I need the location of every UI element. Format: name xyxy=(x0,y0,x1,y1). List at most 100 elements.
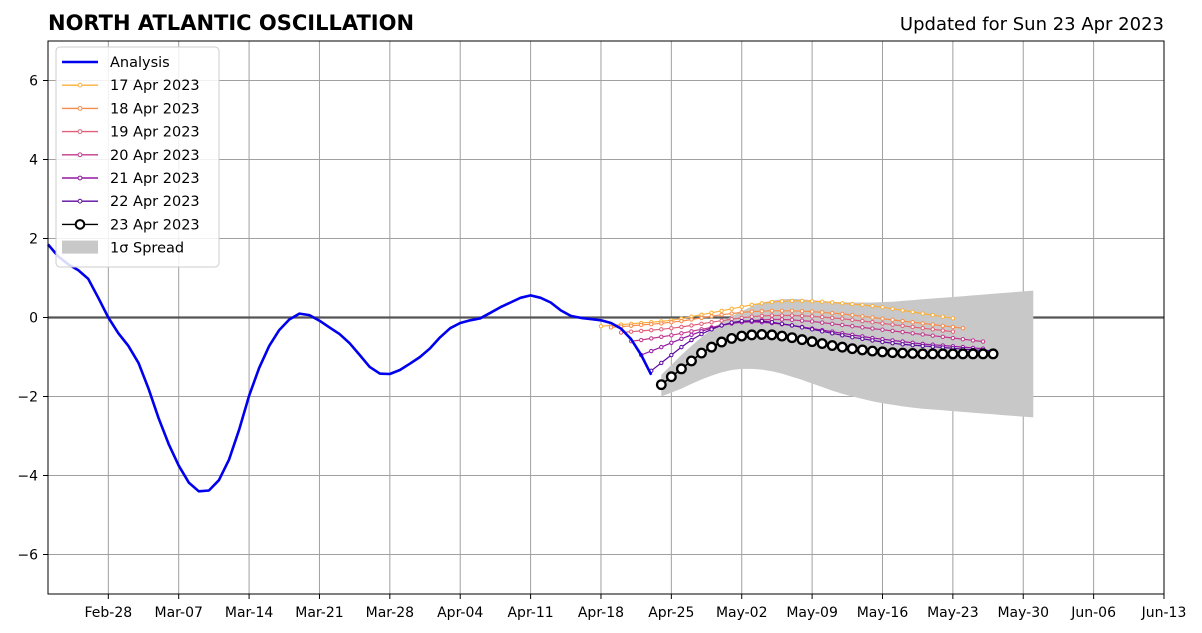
forecast-point xyxy=(618,330,624,335)
forecast-point xyxy=(940,328,946,333)
forecast-point xyxy=(746,329,758,341)
forecast-point xyxy=(796,334,808,346)
forecast-point xyxy=(739,318,744,324)
forecast-point xyxy=(850,335,855,340)
legend-entry: Analysis xyxy=(62,55,170,71)
forecast-line xyxy=(621,314,953,334)
forecast-point xyxy=(957,348,969,360)
forecast-point xyxy=(840,301,845,306)
legend-entry: 17 Apr 2023 xyxy=(62,78,200,94)
forecast-point xyxy=(659,321,664,326)
forecast-point xyxy=(977,348,989,360)
forecast-point xyxy=(649,322,654,327)
forecast-point xyxy=(897,347,909,359)
forecast-point xyxy=(779,317,785,322)
forecast-point xyxy=(789,323,795,328)
x-tick-label: Mar-21 xyxy=(295,605,343,621)
legend-label: 23 Apr 2023 xyxy=(110,217,200,233)
x-tick-label: Apr-11 xyxy=(507,605,553,621)
forecast-point xyxy=(799,313,805,319)
forecast-point xyxy=(840,333,845,338)
forecast-series-1 xyxy=(608,308,966,331)
forecast-point xyxy=(870,338,875,343)
y-tick-label: 6 xyxy=(29,74,38,90)
x-tick-label: Mar-07 xyxy=(155,605,203,621)
forecast-point xyxy=(840,316,845,321)
forecast-point xyxy=(850,301,855,307)
forecast-point xyxy=(799,325,805,330)
forecast-point xyxy=(709,314,714,319)
forecast-point xyxy=(910,320,915,325)
legend-entry: 20 Apr 2023 xyxy=(62,148,200,164)
forecast-point xyxy=(920,321,925,326)
legend-swatch xyxy=(62,240,98,254)
forecast-point xyxy=(920,325,925,331)
forecast-point xyxy=(866,345,878,357)
forecast-series-2 xyxy=(618,313,956,335)
chart-subtitle: Updated for Sun 23 Apr 2023 xyxy=(900,14,1164,35)
forecast-point xyxy=(850,312,855,318)
forecast-point xyxy=(769,299,775,305)
forecast-point xyxy=(649,327,654,333)
forecast-point xyxy=(819,329,825,334)
forecast-point xyxy=(930,312,935,318)
forecast-point xyxy=(860,302,865,308)
forecast-point xyxy=(766,329,778,341)
forecast-point xyxy=(689,317,694,322)
forecast-point xyxy=(786,332,798,344)
forecast-point xyxy=(806,336,818,348)
forecast-point xyxy=(649,336,654,341)
forecast-point xyxy=(749,314,754,319)
forecast-point xyxy=(719,312,724,317)
x-tick-label: May-16 xyxy=(857,605,909,621)
forecast-point xyxy=(900,329,905,335)
y-tick-label: 0 xyxy=(29,311,38,327)
forecast-point xyxy=(880,327,885,332)
forecast-point xyxy=(930,344,935,349)
forecast-point xyxy=(749,302,754,308)
forecast-point xyxy=(830,331,835,336)
forecast-point xyxy=(877,346,888,358)
forecast-series-6 xyxy=(655,329,999,391)
forecast-point xyxy=(937,348,949,360)
forecast-point xyxy=(809,319,815,324)
forecast-point xyxy=(980,339,986,344)
forecast-point xyxy=(819,314,825,320)
forecast-point xyxy=(709,310,714,315)
x-tick-label: Mar-28 xyxy=(366,605,414,621)
legend-label: 22 Apr 2023 xyxy=(110,194,200,210)
legend-box xyxy=(55,46,220,268)
forecast-point xyxy=(950,329,956,334)
y-tick-label: −6 xyxy=(17,548,38,564)
forecast-point xyxy=(689,337,694,343)
forecast-point xyxy=(850,323,855,329)
forecast-point xyxy=(819,299,825,304)
forecast-point xyxy=(669,320,674,325)
forecast-point xyxy=(950,335,956,341)
forecast-point xyxy=(940,314,946,319)
forecast-point xyxy=(759,308,765,314)
forecast-point xyxy=(880,316,885,321)
forecast-point xyxy=(769,313,775,318)
forecast-point xyxy=(830,310,835,316)
forecast-point xyxy=(719,318,724,323)
forecast-point xyxy=(719,323,724,328)
forecast-point xyxy=(769,320,775,325)
legend-marker xyxy=(77,106,83,111)
forecast-point xyxy=(840,322,845,328)
forecast-point xyxy=(689,323,694,328)
forecast-point xyxy=(739,304,744,310)
forecast-point xyxy=(655,379,667,391)
forecast-point xyxy=(759,301,765,306)
forecast-point xyxy=(987,348,999,360)
legend-marker xyxy=(74,219,86,230)
forecast-point xyxy=(799,318,805,323)
x-tick-label: May-02 xyxy=(716,605,768,621)
forecast-point xyxy=(940,334,946,340)
series xyxy=(47,243,999,493)
forecast-point xyxy=(759,318,765,324)
forecast-point xyxy=(917,348,929,360)
forecast-point xyxy=(729,320,734,325)
forecast-point xyxy=(900,323,905,328)
forecast-point xyxy=(870,320,875,325)
